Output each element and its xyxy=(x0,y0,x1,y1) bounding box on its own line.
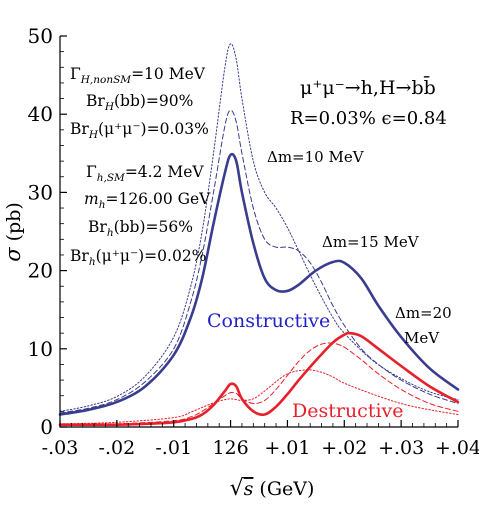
dm-label-20-unit: MeV xyxy=(404,329,440,347)
x-axis-title-var: s xyxy=(244,478,254,500)
y-axis-title-sym: σ xyxy=(1,247,25,262)
x-tick-label: -.01 xyxy=(155,437,192,459)
annotation-br-H-mumu: BrH(μ⁺μ⁻)=0.03% xyxy=(70,120,209,141)
y-tick-label: 50 xyxy=(28,24,53,48)
curves-layer xyxy=(58,43,460,427)
y-tick-label: 0 xyxy=(40,415,53,439)
parameter-annotations: ΓH,nonSM=10 MeV BrH(bb)=90% BrH(μ⁺μ⁻)=0.… xyxy=(70,65,211,268)
y-tick-label: 30 xyxy=(28,180,53,204)
x-axis-title-root: √ xyxy=(230,476,245,501)
dm-label-10: Δm=10 MeV xyxy=(267,148,365,166)
annotation-br-h-mumu: Brh(μ⁺μ⁻)=0.02% xyxy=(70,247,206,268)
x-axis-title: √s (GeV) xyxy=(230,476,315,501)
x-tick-label: -.02 xyxy=(99,437,136,459)
x-tick-label: +.04 xyxy=(435,437,479,459)
constructive-label: Constructive xyxy=(207,310,330,332)
annotation-mass-h: mh=126.00 GeV xyxy=(84,190,211,211)
series-line-constructive-dashed xyxy=(59,109,459,414)
x-tick-label: +.02 xyxy=(321,437,367,459)
annotation-br-h-bb: Brh(bb)=56% xyxy=(88,218,193,239)
series-line-constructive-solid xyxy=(58,152,460,416)
axes-layer: 0 10 20 30 40 50 -.03 -.02 -.01 126 +.01 +.02 +.03 +.… xyxy=(28,24,479,459)
params-label: R=0.03% ϵ=0.84 xyxy=(290,108,447,129)
series-line-destructive-dotted xyxy=(59,369,459,425)
y-axis-title: σ (pb) xyxy=(1,202,25,262)
annotation-width-h: Γh,SM=4.2 MeV xyxy=(86,163,204,184)
y-tick-label: 40 xyxy=(28,102,53,126)
annotation-br-H-bb: BrH(bb)=90% xyxy=(86,92,193,113)
x-tick-label: +.01 xyxy=(264,437,310,459)
destructive-label: Destructive xyxy=(292,400,404,422)
dm-label-20: Δm=20 xyxy=(395,304,452,322)
y-axis-title-unit: (pb) xyxy=(3,202,25,247)
dm-label-15: Δm=15 MeV xyxy=(322,233,420,251)
x-tick-label: +.03 xyxy=(378,437,424,459)
y-tick-label: 10 xyxy=(28,337,53,361)
series-line-destructive-solid xyxy=(58,331,460,427)
series-line-destructive-dashed xyxy=(59,342,459,426)
x-tick-label: -.03 xyxy=(42,437,79,459)
process-label: μ⁺μ⁻→h,H→bb̄ xyxy=(300,75,436,99)
annotation-width-H: ΓH,nonSM=10 MeV xyxy=(70,65,206,86)
x-axis-title-unit: (GeV) xyxy=(253,478,314,500)
y-tick-label: 20 xyxy=(28,259,53,283)
x-tick-label: 126 xyxy=(212,437,248,459)
